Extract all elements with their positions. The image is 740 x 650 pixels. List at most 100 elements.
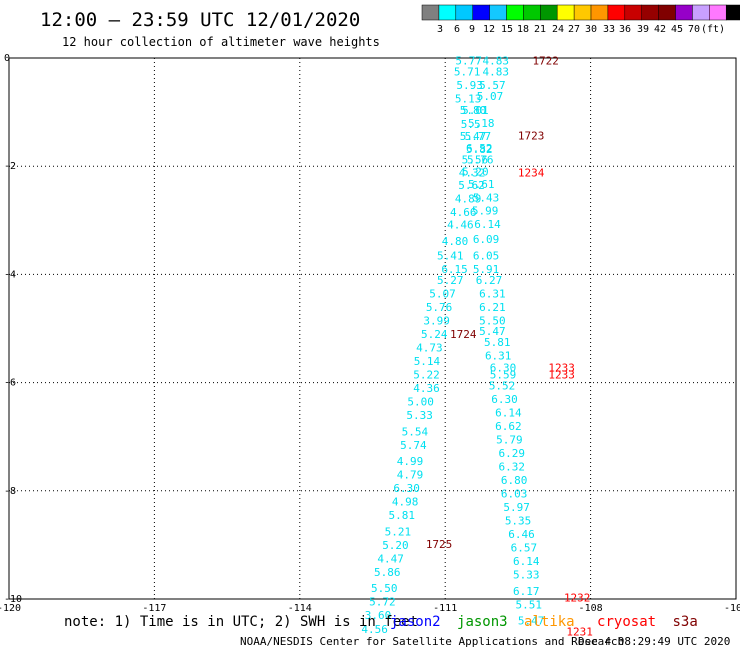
wave-height-value: 5.57 bbox=[479, 79, 506, 92]
wave-height-value: 5.07 bbox=[477, 90, 504, 103]
wave-height-value: 4.36 bbox=[413, 382, 440, 395]
pass-time-label: 1724 bbox=[450, 328, 477, 341]
wave-height-value: 4.89 bbox=[455, 193, 482, 206]
wave-height-value: 5.52 bbox=[489, 379, 516, 392]
satellite-jason2: jason2 bbox=[390, 614, 441, 630]
wave-height-value: 5.81 bbox=[388, 509, 415, 522]
wave-height-value: 5.47 bbox=[479, 325, 506, 338]
scale-label: 18 bbox=[517, 24, 529, 35]
wave-height-value: 4.73 bbox=[416, 341, 443, 354]
wave-height-value: 6.29 bbox=[499, 447, 525, 460]
wave-height-value: 6.31 bbox=[479, 287, 506, 300]
wave-height-value: 4.46 bbox=[447, 219, 474, 232]
wave-height-value: 6.21 bbox=[479, 301, 506, 314]
wave-height-value: 5.72 bbox=[369, 596, 396, 609]
x-tick-label: -117 bbox=[142, 603, 166, 614]
scale-swatch bbox=[607, 4, 626, 21]
swh-color-scale: 3 6 9 12 15 18 21 24 27 30 33 36 39 42 45 70 (ft) bbox=[421, 4, 740, 35]
scale-label: 24 bbox=[552, 24, 564, 35]
wave-height-value: 6.32 bbox=[499, 460, 525, 473]
pass-time-label: 1723 bbox=[518, 129, 545, 142]
wave-height-value: 5.80 bbox=[460, 104, 487, 117]
map-title: 12:00 – 23:59 UTC 12/01/2020 bbox=[40, 9, 360, 31]
scale-label: 39 bbox=[637, 24, 649, 35]
x-tick-label: -114 bbox=[288, 603, 312, 614]
wave-height-value: 4.80 bbox=[442, 235, 469, 248]
wave-height-value: 4.66 bbox=[450, 206, 477, 219]
satellite-legend: jason2 jason3 altika cryosat s3a bbox=[390, 614, 698, 630]
scale-swatch bbox=[641, 4, 659, 21]
scale-swatch bbox=[421, 4, 440, 21]
y-tick-label: -2 bbox=[4, 161, 16, 172]
scale-swatch bbox=[489, 4, 507, 21]
wave-height-value: 5.00 bbox=[407, 396, 434, 409]
wave-height-value: 4.56 bbox=[361, 623, 388, 636]
wave-height-value: 5.47 bbox=[460, 130, 487, 143]
scale-swatch bbox=[472, 4, 490, 21]
wave-height-value: 6.30 bbox=[491, 393, 518, 406]
scale-label: 30 bbox=[585, 24, 597, 35]
wave-height-value: 6.15 bbox=[441, 263, 468, 276]
scale-label: (ft) bbox=[701, 24, 725, 35]
wave-height-value: 5.61 bbox=[468, 178, 495, 191]
scale-swatch bbox=[455, 4, 474, 21]
pass-time-label: 1233 bbox=[548, 361, 575, 374]
scale-label: 27 bbox=[568, 24, 580, 35]
wave-height-value: 5.77 bbox=[455, 55, 482, 68]
scale-label: 45 bbox=[671, 24, 683, 35]
y-tick-label: 0 bbox=[4, 53, 10, 64]
satellite-s3a: s3a bbox=[673, 614, 698, 630]
wave-height-value: 6.05 bbox=[473, 249, 500, 262]
wave-height-value: 5.99 bbox=[472, 205, 499, 218]
wave-height-value: 6.14 bbox=[513, 555, 540, 568]
wave-height-value: 6.27 bbox=[476, 274, 503, 287]
scale-swatch bbox=[573, 4, 592, 21]
scale-swatch bbox=[506, 4, 524, 21]
scale-swatch bbox=[523, 4, 541, 21]
scale-label: 21 bbox=[534, 24, 546, 35]
scale-label: 36 bbox=[619, 24, 631, 35]
wave-height-value: 5.82 bbox=[466, 143, 493, 156]
wave-height-value: 6.14 bbox=[474, 218, 501, 231]
scale-swatch bbox=[692, 4, 710, 21]
map-subtitle: 12 hour collection of altimeter wave hei… bbox=[62, 35, 380, 49]
wave-height-value: 4.99 bbox=[397, 455, 424, 468]
wave-height-value: 5.76 bbox=[467, 154, 494, 167]
wave-height-value: 6.62 bbox=[495, 420, 522, 433]
wave-height-value: 5.74 bbox=[400, 439, 427, 452]
wave-height-value: 6.52 bbox=[466, 142, 493, 155]
wave-height-value: 6.46 bbox=[508, 528, 535, 541]
x-tick-label: -111 bbox=[433, 603, 457, 614]
scale-swatch bbox=[709, 4, 727, 21]
wave-height-value: 6.30 bbox=[393, 482, 420, 495]
wave-height-value: 5.91 bbox=[473, 263, 500, 276]
scale-label: 42 bbox=[654, 24, 666, 35]
wave-height-value: 6.31 bbox=[485, 350, 512, 363]
wave-height-value: 5.47 bbox=[518, 615, 545, 628]
wave-height-value: 5.07 bbox=[429, 287, 456, 300]
wave-height-value: 5.20 bbox=[462, 166, 489, 179]
wave-height-value: 6.14 bbox=[495, 406, 522, 419]
scale-label: 6 bbox=[454, 24, 460, 35]
wave-height-value: 5.33 bbox=[513, 569, 540, 582]
wave-height-value: 4.79 bbox=[397, 469, 424, 482]
wave-height-observations: 5.77 4.835.71 4.835.935.575.135.075.805.01… bbox=[361, 55, 544, 636]
wave-height-value: 6.30 bbox=[490, 361, 516, 374]
scale-swatch bbox=[658, 4, 676, 21]
wave-height-value: 5.01 bbox=[462, 104, 489, 117]
pass-time-label: 1233 bbox=[548, 368, 575, 381]
scale-swatch bbox=[675, 4, 693, 21]
wave-height-value: 5.50 bbox=[371, 582, 398, 595]
scale-label: 33 bbox=[603, 24, 615, 35]
wave-height-value: 4.83 bbox=[483, 66, 510, 79]
wave-height-value: 4.47 bbox=[377, 552, 404, 565]
wave-height-value: 4.32 bbox=[459, 167, 486, 180]
scale-label: 12 bbox=[483, 24, 495, 35]
wave-height-value: 5.24 bbox=[421, 328, 448, 341]
wave-height-value: 5.76 bbox=[426, 301, 453, 314]
wave-height-value: 5.79 bbox=[496, 433, 522, 446]
wave-height-value: 5.5 bbox=[461, 118, 481, 131]
scale-swatch bbox=[540, 4, 558, 21]
